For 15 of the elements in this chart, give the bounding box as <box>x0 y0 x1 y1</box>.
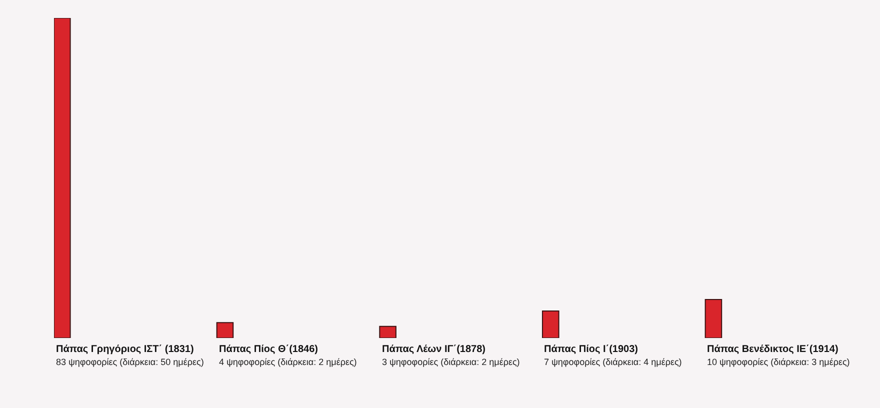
bar <box>704 298 722 338</box>
bar <box>216 322 234 338</box>
x-tick-label: Πάπας Πίος Ι΄(1903) <box>544 344 638 355</box>
data-label: 83 ψηφοφορίες (διάρκεια: 50 ημέρες) <box>56 357 204 367</box>
data-label: 10 ψηφοφορίες (διάρκεια: 3 ημέρες) <box>707 357 850 367</box>
data-label: 4 ψηφοφορίες (διάρκεια: 2 ημέρες) <box>219 357 357 367</box>
bar <box>542 310 560 338</box>
x-tick-label: Πάπας Λέων ΙΓ΄(1878) <box>382 344 486 355</box>
bar <box>54 18 71 338</box>
data-label: 7 ψηφοφορίες (διάρκεια: 4 ημέρες) <box>544 357 682 367</box>
bar <box>379 326 396 338</box>
x-tick-label: Πάπας Βενέδικτος ΙΕ΄(1914) <box>707 344 838 355</box>
x-tick-label: Πάπας Γρηγόριος ΙΣΤ΄ (1831) <box>56 344 194 355</box>
x-tick-label: Πάπας Πίος Θ΄(1846) <box>219 344 318 355</box>
data-label: 3 ψηφοφορίες (διάρκεια: 2 ημέρες) <box>382 357 520 367</box>
